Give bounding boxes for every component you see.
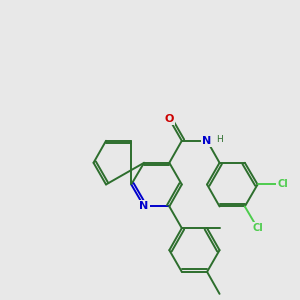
Text: Cl: Cl bbox=[252, 223, 263, 233]
Text: N: N bbox=[140, 202, 149, 212]
Text: N: N bbox=[202, 136, 212, 146]
Text: Cl: Cl bbox=[278, 179, 288, 190]
Text: H: H bbox=[216, 135, 223, 144]
Text: O: O bbox=[165, 114, 174, 124]
